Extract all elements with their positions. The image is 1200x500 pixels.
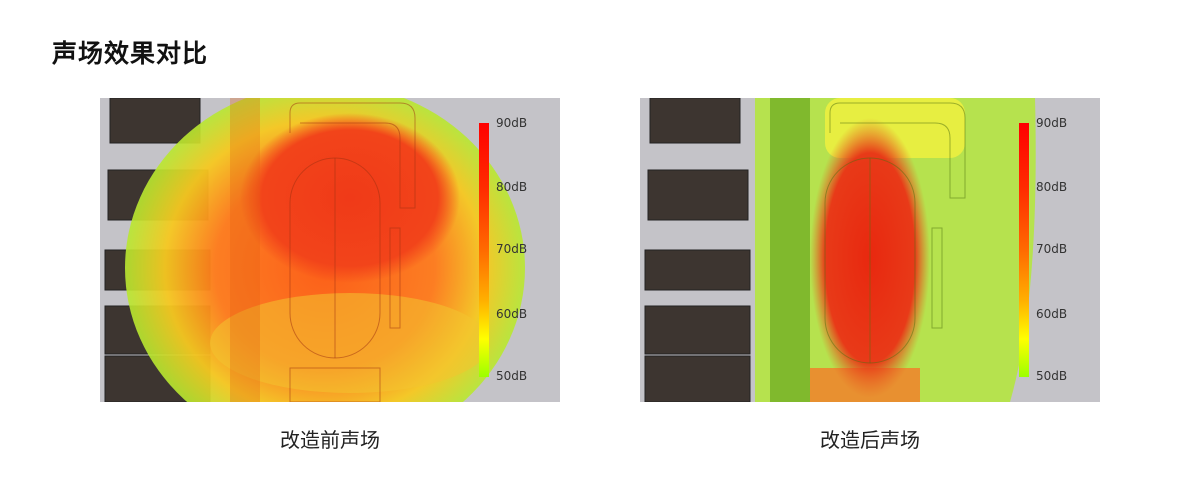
legend-label: 60dB	[496, 307, 528, 321]
caption-after: 改造后声场	[820, 428, 920, 452]
legend-colorbar	[479, 123, 489, 377]
legend-label: 90dB	[496, 116, 528, 130]
heatmap-after: 90dB 80dB 70dB 60dB 50dB	[640, 98, 1100, 402]
legend-label: 80dB	[1036, 180, 1068, 194]
legend-label: 90dB	[1036, 116, 1068, 130]
legend-label: 50dB	[496, 369, 528, 383]
legend-label: 60dB	[1036, 307, 1068, 321]
legend-colorbar	[1019, 123, 1029, 377]
legend-label: 70dB	[496, 242, 528, 256]
legend-label: 80dB	[496, 180, 528, 194]
page-title: 声场效果对比	[52, 39, 209, 68]
caption-before: 改造前声场	[280, 428, 380, 452]
legend-label: 50dB	[1036, 369, 1068, 383]
legend-label: 70dB	[1036, 242, 1068, 256]
heatmap-after-graphic	[644, 98, 1036, 402]
heatmap-before: 90dB 80dB 70dB 60dB 50dB	[100, 98, 560, 402]
speaker-arrays	[644, 98, 751, 402]
heatmap-before-graphic	[104, 98, 525, 402]
